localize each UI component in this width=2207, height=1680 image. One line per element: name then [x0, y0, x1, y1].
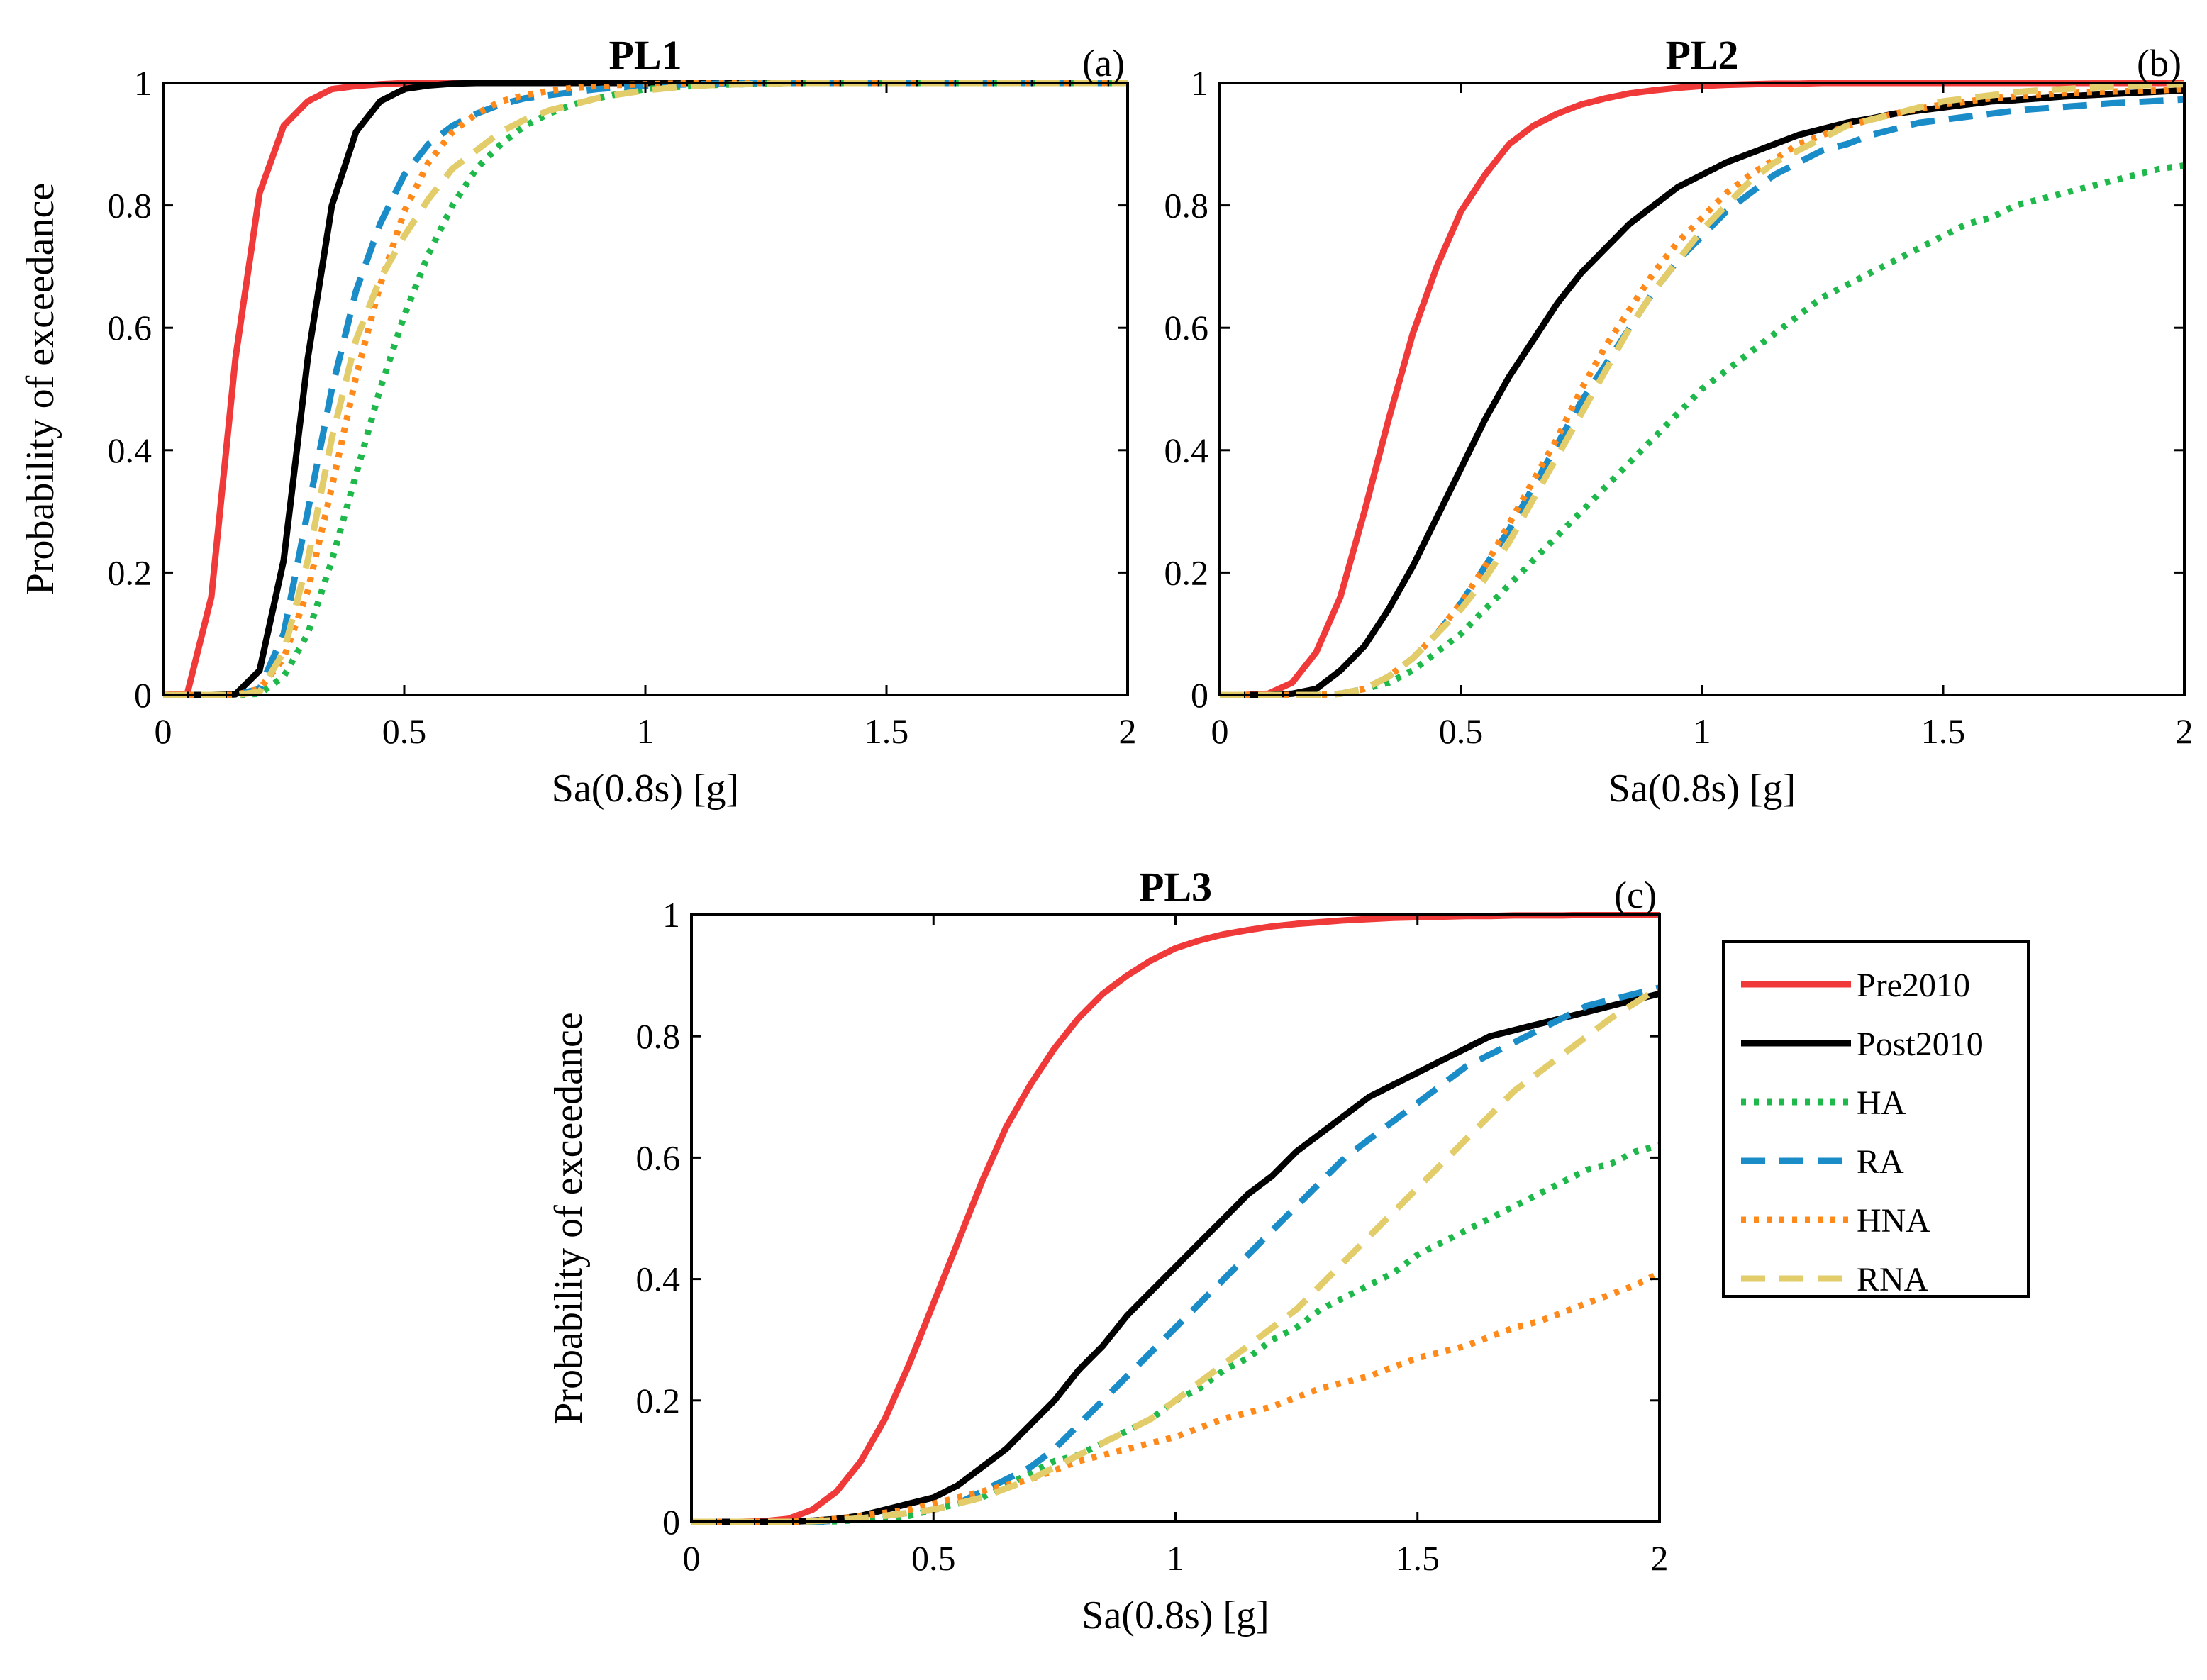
y-tick-label: 0 — [1191, 675, 1208, 715]
panel-pl2: 0 0.5 1 1.5 2 0 0.2 0.4 0.6 0.8 1 PL2 (b) Sa(0.8s) [g… — [1164, 32, 2194, 811]
y-tick-label: 0.8 — [108, 186, 152, 226]
panel-pl1: 0 0.5 1 1.5 2 0 0.2 0.4 0.6 0.8 1 PL1 (a) Sa(0.8s) [g… — [18, 32, 1137, 811]
legend-item-ha: HA — [1741, 1084, 1906, 1122]
y-tick-label: 1 — [1191, 63, 1208, 103]
chart-title: PL3 — [1139, 864, 1212, 910]
legend-label: RA — [1857, 1143, 1904, 1181]
panel-label: (c) — [1614, 874, 1657, 916]
legend: Pre2010 Post2010 HA RA HNA RNA — [1722, 940, 2030, 1298]
panel-label: (a) — [1082, 42, 1125, 84]
y-axis-label: Probability of exceedance — [18, 183, 62, 596]
x-tick-label: 1 — [1694, 711, 1711, 751]
y-tick-label: 1 — [662, 895, 680, 935]
chart-title: PL2 — [1665, 32, 1738, 78]
x-tick-label: 2 — [2176, 711, 2194, 751]
chart-title: PL1 — [608, 32, 682, 78]
plot-area — [163, 83, 1128, 695]
y-tick-label: 0.2 — [1164, 552, 1209, 592]
y-tick-label: 0.4 — [1164, 430, 1209, 470]
x-tick-label: 2 — [1651, 1538, 1669, 1578]
legend-label: HA — [1857, 1084, 1906, 1122]
y-tick-label: 0.4 — [636, 1259, 681, 1299]
plot-area — [691, 915, 1660, 1522]
x-axis-label: Sa(0.8s) [g] — [1608, 767, 1796, 811]
y-tick-label: 0 — [662, 1502, 680, 1542]
legend-label: RNA — [1857, 1261, 1929, 1298]
y-tick-label: 1 — [134, 63, 152, 103]
y-tick-label: 0.2 — [636, 1381, 681, 1420]
x-tick-label: 0.5 — [382, 711, 427, 751]
legend-label: Post2010 — [1857, 1025, 1984, 1063]
y-tick-label: 0 — [134, 675, 152, 715]
y-tick-label: 0.8 — [636, 1016, 681, 1056]
y-tick-label: 0.6 — [108, 308, 152, 347]
legend-label: HNA — [1857, 1202, 1930, 1240]
series-line-hna — [691, 1269, 1660, 1525]
legend-item-hna: HNA — [1741, 1202, 1930, 1240]
x-tick-label: 0 — [1211, 711, 1229, 751]
panel-label: (b) — [2137, 42, 2181, 84]
x-tick-label: 1.5 — [1396, 1538, 1440, 1578]
y-tick-label: 0.6 — [1164, 308, 1209, 347]
x-tick-label: 0.5 — [911, 1538, 956, 1578]
x-tick-label: 0.5 — [1439, 711, 1484, 751]
legend-item-ra: RA — [1741, 1143, 1904, 1181]
x-axis-label: Sa(0.8s) [g] — [552, 767, 739, 811]
series-line-rna — [1220, 81, 2184, 698]
x-tick-label: 2 — [1119, 711, 1137, 751]
x-axis-label: Sa(0.8s) [g] — [1082, 1593, 1269, 1637]
x-tick-label: 0 — [683, 1538, 701, 1578]
y-tick-label: 0.4 — [108, 430, 152, 470]
series-line-ha — [691, 1142, 1660, 1525]
y-tick-label: 0.8 — [1164, 186, 1209, 226]
legend-box — [1722, 940, 2030, 1298]
legend-item-post2010: Post2010 — [1741, 1025, 1984, 1063]
x-tick-label: 1 — [1167, 1538, 1184, 1578]
x-tick-label: 1 — [637, 711, 655, 751]
series-line-hna — [1220, 86, 2184, 698]
x-tick-label: 1.5 — [1921, 711, 1966, 751]
y-axis-label: Probability of exceedance — [547, 1012, 591, 1425]
legend-item-rna: RNA — [1741, 1261, 1929, 1298]
legend-item-pre2010: Pre2010 — [1741, 967, 1970, 1004]
series-line-ha — [1220, 162, 2184, 698]
x-tick-label: 0 — [155, 711, 172, 751]
y-tick-label: 0.2 — [108, 552, 152, 592]
y-tick-label: 0.6 — [636, 1137, 681, 1177]
legend-label: Pre2010 — [1857, 967, 1970, 1004]
series-line-rna — [691, 984, 1660, 1525]
x-tick-label: 1.5 — [865, 711, 909, 751]
panel-pl3: 0 0.5 1 1.5 2 0 0.2 0.4 0.6 0.8 1 PL3 (c) Sa(0.8s) [g… — [547, 864, 1669, 1637]
series-line-post2010 — [1220, 87, 2184, 698]
